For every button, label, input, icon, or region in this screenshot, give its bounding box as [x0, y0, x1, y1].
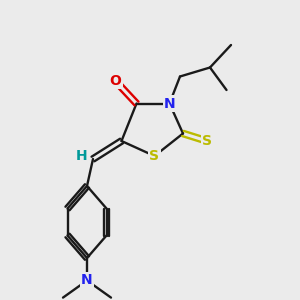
Text: N: N: [81, 274, 93, 287]
Text: O: O: [110, 74, 122, 88]
Text: H: H: [76, 149, 87, 163]
Text: N: N: [164, 97, 175, 110]
Text: S: S: [149, 149, 160, 163]
Text: S: S: [202, 134, 212, 148]
